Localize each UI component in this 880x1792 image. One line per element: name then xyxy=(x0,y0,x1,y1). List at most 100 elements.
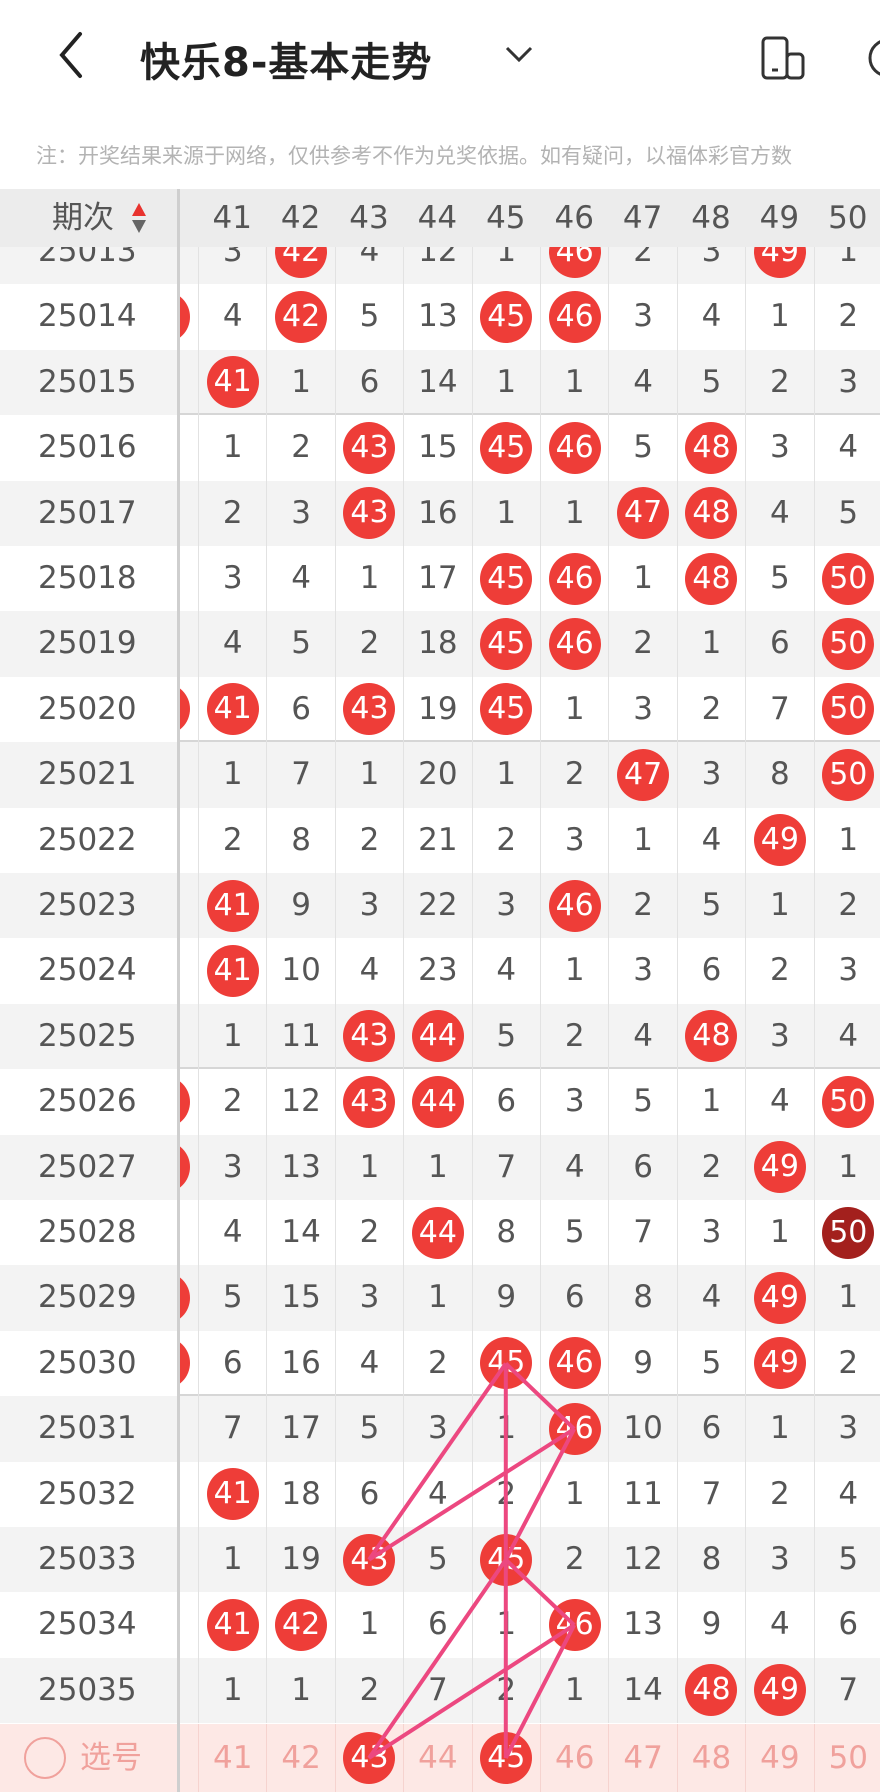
trend-cell: 19 xyxy=(403,676,471,743)
trend-cell: 3 xyxy=(813,349,880,416)
table-row: 25022 2 8 2 21 2 3 1 4 49 1 xyxy=(0,807,880,873)
column-header-48: 48 xyxy=(691,200,731,236)
trend-cell: 3 xyxy=(334,1265,403,1331)
select-circle-icon[interactable] xyxy=(24,1737,66,1779)
trend-cell: 11 xyxy=(608,1461,676,1527)
trend-cell: 3 xyxy=(198,546,266,612)
select-number-50[interactable]: 50 xyxy=(813,1724,880,1792)
hit-ball: 50 xyxy=(822,552,875,605)
trend-cell: 49 xyxy=(745,1134,813,1200)
hit-ball: 49 xyxy=(753,1337,806,1390)
trend-cell: 1 xyxy=(813,1134,880,1200)
hit-ball: 46 xyxy=(548,618,601,671)
trend-cell: 20 xyxy=(403,742,471,808)
trend-cell: 18 xyxy=(266,1461,334,1527)
chevron-left-icon[interactable] xyxy=(52,30,92,80)
trend-cell: 1 xyxy=(334,546,403,612)
trend-cell: 9 xyxy=(471,1265,540,1331)
period-cell: 25034 xyxy=(0,1592,178,1658)
trend-cell: 5 xyxy=(334,284,403,350)
select-number-42[interactable]: 42 xyxy=(266,1724,334,1792)
select-label[interactable]: 选号 xyxy=(80,1740,142,1776)
trend-cell: 44 xyxy=(403,1069,471,1135)
trend-cell: 4 xyxy=(198,611,266,677)
chevron-down-icon[interactable] xyxy=(502,42,536,66)
trend-cell: 3 xyxy=(608,938,676,1004)
select-number-41[interactable]: 41 xyxy=(198,1724,266,1792)
hit-ball: 41 xyxy=(206,1599,259,1652)
trend-cell: 1 xyxy=(334,742,403,808)
trend-cell: 6 xyxy=(676,1396,745,1462)
trend-cell: 5 xyxy=(813,480,880,546)
trend-cell: 17 xyxy=(266,1396,334,1462)
select-number-46[interactable]: 46 xyxy=(540,1724,608,1792)
trend-cell: 48 xyxy=(676,1657,745,1724)
selected-ball[interactable]: 45 xyxy=(480,1732,533,1784)
trend-cell: 6 xyxy=(403,1592,471,1658)
table-row: 25024 41 10 4 23 4 1 3 6 2 3 xyxy=(0,938,880,1004)
trend-cell: 7 xyxy=(471,1134,540,1200)
trend-cell: 5 xyxy=(608,1069,676,1135)
select-row: 选号 41 42 43 44 45 46 47 48 49 50 xyxy=(0,1724,880,1792)
trend-cell: 6 xyxy=(334,349,403,416)
trend-cell: 1 xyxy=(403,1134,471,1200)
trend-cell: 1 xyxy=(540,349,608,416)
trend-cell: 4 xyxy=(198,284,266,350)
period-cell: 25029 xyxy=(0,1265,178,1331)
trend-cell: 5 xyxy=(334,1396,403,1462)
trend-cell: 3 xyxy=(813,938,880,1004)
trend-cell: 7 xyxy=(745,676,813,743)
trend-cell: 4 xyxy=(676,1265,745,1331)
select-number-44[interactable]: 44 xyxy=(403,1724,471,1792)
trend-cell: 3 xyxy=(745,1527,813,1593)
trend-cell: 1 xyxy=(198,1527,266,1593)
disclaimer-notice: 注：开奖结果来源于网络，仅供参考不作为兑奖依据。如有疑问，以福体彩官方数 xyxy=(36,144,792,168)
trend-cell: 1 xyxy=(540,938,608,1004)
select-number-47[interactable]: 47 xyxy=(608,1724,676,1792)
hit-ball: 49 xyxy=(753,1141,806,1194)
trend-cell: 1 xyxy=(676,1069,745,1135)
trend-cell: 41 xyxy=(198,873,266,939)
trend-cell: 5 xyxy=(676,1330,745,1397)
selected-ball[interactable]: 43 xyxy=(343,1732,396,1784)
hit-ball: 50 xyxy=(822,748,875,801)
trend-cell: 6 xyxy=(745,611,813,677)
trend-cell: 46 xyxy=(540,611,608,677)
trend-cell: 21 xyxy=(403,807,471,873)
select-number-49[interactable]: 49 xyxy=(745,1724,813,1792)
trend-cell: 3 xyxy=(471,873,540,939)
trend-cell: 5 xyxy=(198,1265,266,1331)
trend-cell: 9 xyxy=(608,1330,676,1397)
trend-cell: 1 xyxy=(471,480,540,546)
sort-icon[interactable] xyxy=(131,201,147,235)
trend-cell: 1 xyxy=(198,1657,266,1724)
hit-ball: 45 xyxy=(480,552,533,605)
trend-cell: 1 xyxy=(676,611,745,677)
trend-cell: 49 xyxy=(745,1330,813,1397)
select-number-43[interactable]: 43 xyxy=(334,1724,403,1792)
phone-rotate-icon[interactable] xyxy=(760,36,806,80)
trend-cell: 47 xyxy=(608,742,676,808)
trend-cell: 15 xyxy=(266,1265,334,1331)
page-title[interactable]: 快乐8-基本走势 xyxy=(140,40,433,86)
table-row: 25027 3 13 1 1 7 4 6 2 49 1 xyxy=(0,1134,880,1200)
trend-cell: 4 xyxy=(676,284,745,350)
trend-cell: 2 xyxy=(471,807,540,873)
trend-cell: 10 xyxy=(608,1396,676,1462)
trend-cell: 48 xyxy=(676,415,745,481)
select-number-48[interactable]: 48 xyxy=(676,1724,745,1792)
trend-cell: 50 xyxy=(813,676,880,743)
hit-ball: 43 xyxy=(343,1010,396,1063)
trend-cell: 44 xyxy=(403,1003,471,1070)
trend-cell: 1 xyxy=(540,1461,608,1527)
select-number-45[interactable]: 45 xyxy=(471,1724,540,1792)
trend-cell: 43 xyxy=(334,1003,403,1070)
trend-cell: 7 xyxy=(266,742,334,808)
trend-cell: 6 xyxy=(608,1134,676,1200)
period-header[interactable]: 期次 xyxy=(52,200,114,236)
hit-ball: 48 xyxy=(685,552,738,605)
trend-cell: 48 xyxy=(676,480,745,546)
trend-cell: 2 xyxy=(745,1461,813,1527)
trend-cell: 2 xyxy=(471,1461,540,1527)
clock-icon[interactable] xyxy=(866,36,880,80)
